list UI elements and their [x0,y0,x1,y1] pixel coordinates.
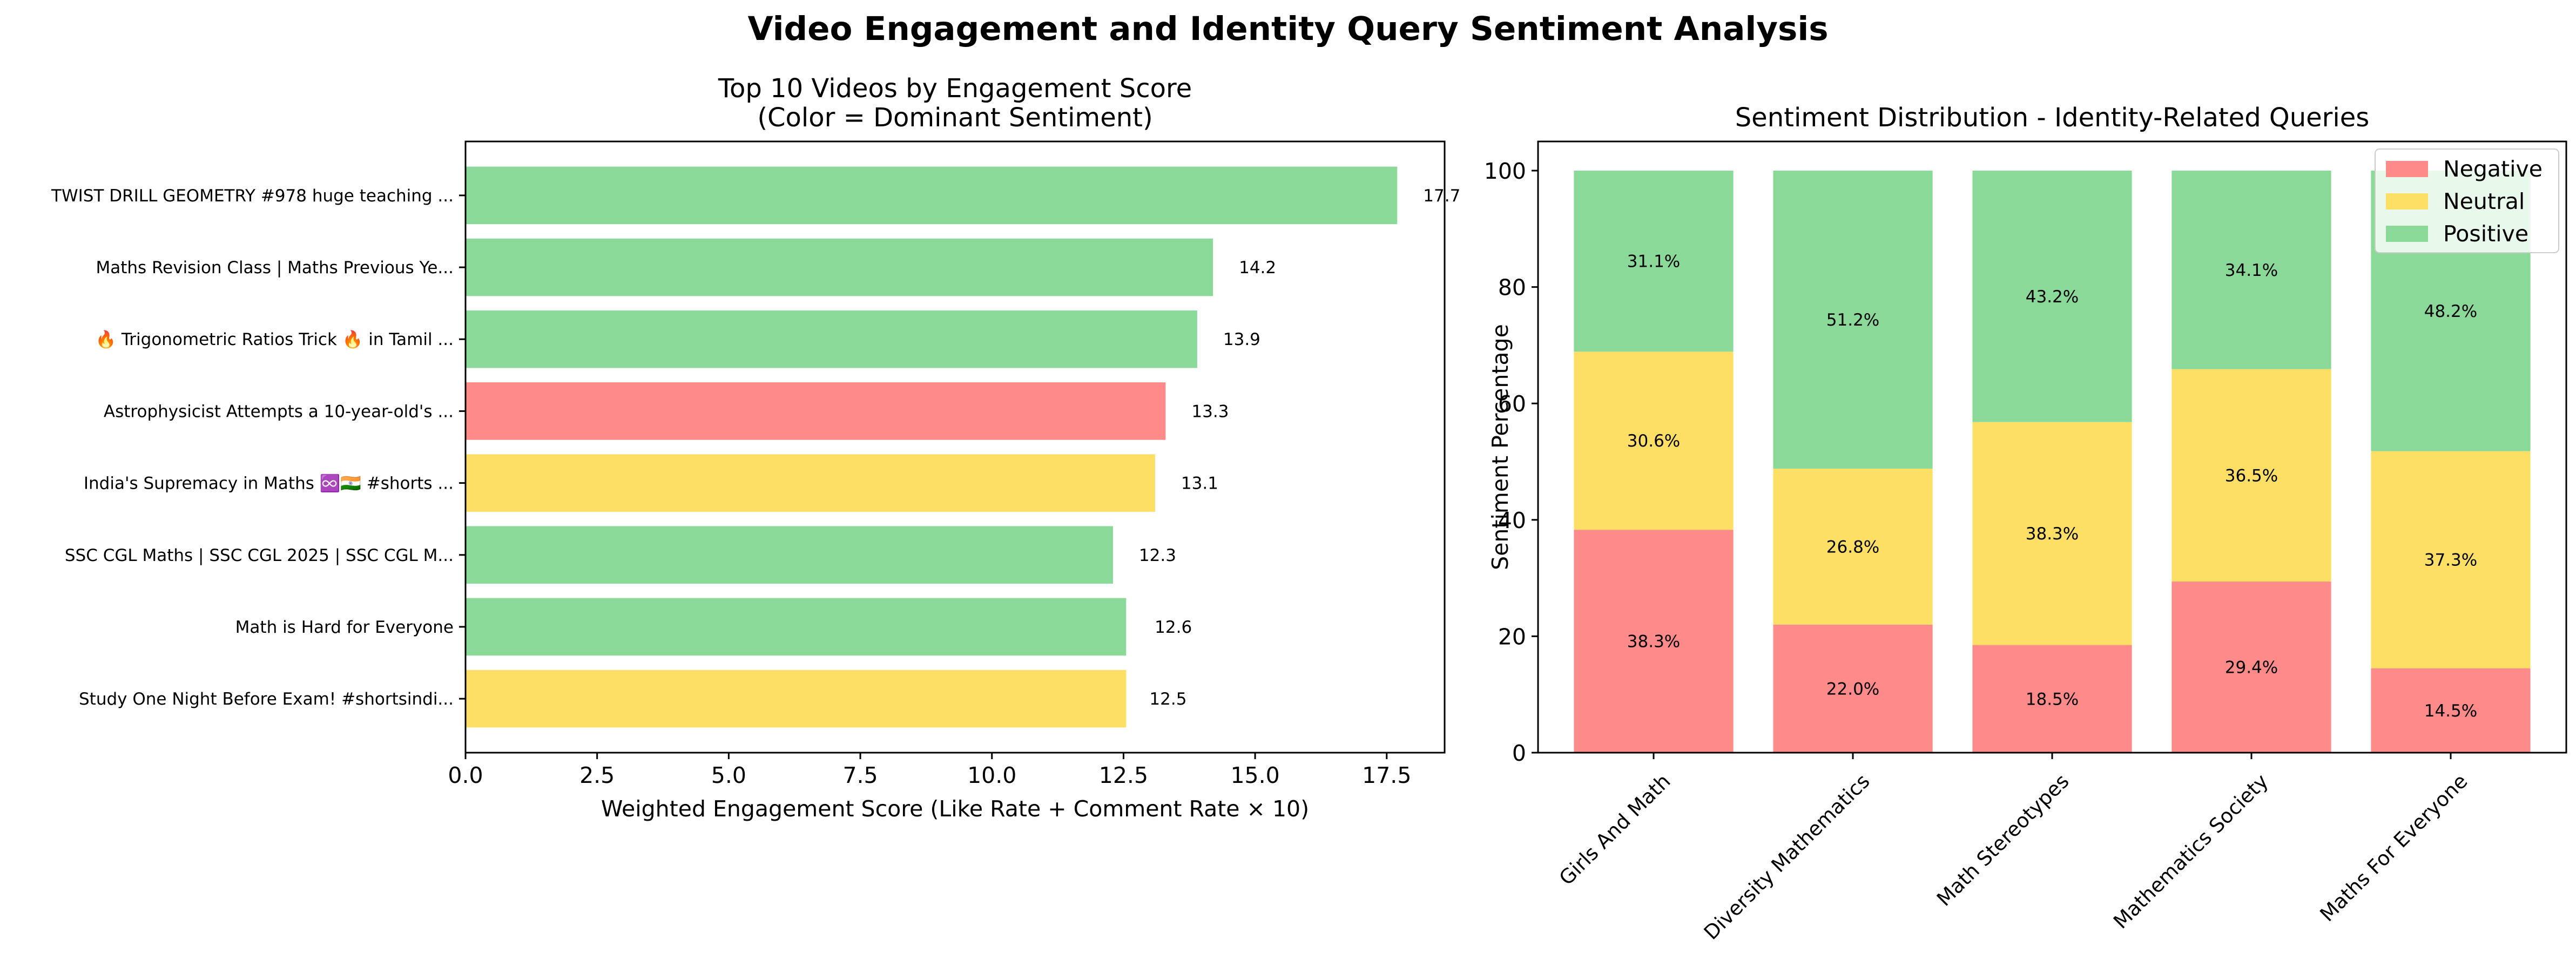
sentiment-segment-label: 31.1% [1627,252,1680,272]
engagement-value-label: 12.6 [1155,618,1192,637]
sentiment-segment-neutral [1574,351,1734,530]
engagement-value-label: 13.1 [1181,474,1218,493]
sentiment-chart: Sentiment Distribution - Identity-Relate… [1484,103,2567,944]
sentiment-segment-label: 18.5% [2026,689,2079,709]
sentiment-bars [1574,171,2531,753]
sentiment-plot-frame [1537,140,2567,754]
sentiment-segment-label: 48.2% [2424,302,2477,321]
engagement-category-label: Astrophysicist Attempts a 10-year-old's … [104,402,454,421]
engagement-bar [466,382,1166,440]
sentiment-segment-positive [2172,171,2331,369]
sentiment-segment-label: 37.3% [2424,551,2477,570]
engagement-x-tick-label: 10.0 [967,762,1016,788]
sentiment-segment-label: 34.1% [2225,261,2278,280]
sentiment-chart-title: Sentiment Distribution - Identity-Relate… [1735,103,2370,133]
engagement-x-axis-label: Weighted Engagement Score (Like Rate + C… [601,796,1309,822]
engagement-bar [466,238,1213,296]
sentiment-segment-labels: 38.3% 30.6% 31.1% 22.0% 26.8% 51.2% 18.5% 38.3%… [1627,252,2477,721]
sentiment-segment-positive [1773,171,1933,469]
sentiment-y-tick-label: 40 [1498,508,1526,533]
engagement-bar [466,526,1113,584]
sentiment-legend: Negative Neutral Positive [2375,148,2559,253]
engagement-value-label: 12.3 [1139,546,1176,565]
engagement-chart-title-line: Top 10 Videos by Engagement Score [718,73,1192,104]
engagement-value-label: 14.2 [1239,258,1276,278]
sentiment-x-tick-label: Mathematics Society [2109,769,2272,933]
engagement-category-label: India's Supremacy in Maths ♾️🇮🇳 #shorts … [84,474,454,493]
legend-swatch-neutral [2386,193,2428,209]
sentiment-segment-label: 36.5% [2225,466,2278,485]
sentiment-segment-neutral [2172,369,2331,582]
sentiment-y-ticks: 0 20 40 60 80 100 [1484,158,1538,766]
engagement-plot-frame [464,140,1446,754]
engagement-x-tick-label: 12.5 [1099,762,1148,788]
engagement-x-tick-label: 17.5 [1362,762,1411,788]
engagement-value-label: 12.5 [1149,689,1186,709]
engagement-bar [466,598,1127,656]
sentiment-x-tick-label: Math Stereotypes [1932,769,2073,910]
engagement-x-tick-label: 2.5 [579,762,615,788]
sentiment-segment-label: 43.2% [2026,287,2079,307]
sentiment-segment-positive [1972,171,2132,422]
sentiment-y-tick-label: 0 [1512,740,1526,766]
engagement-bar [466,670,1127,728]
figure-suptitle: Video Engagement and Identity Query Sent… [747,10,1829,48]
engagement-x-tick-label: 15.0 [1230,762,1279,788]
sentiment-segment-neutral [1773,468,1933,625]
sentiment-x-tick-label: Girls And Math [1555,769,1675,890]
engagement-bar [466,310,1197,368]
sentiment-x-tick-label: Maths For Everyone [2316,769,2472,926]
engagement-value-labels: 17.7 14.2 13.9 13.3 13.1 12.3 12.6 12.5 [1139,186,1460,709]
engagement-category-label: Math is Hard for Everyone [235,618,454,637]
engagement-value-label: 13.3 [1191,402,1229,421]
legend-label-negative: Negative [2443,156,2543,182]
sentiment-y-tick-label: 20 [1498,624,1526,650]
engagement-category-label: TWIST DRILL GEOMETRY #978 huge teaching … [51,186,454,206]
engagement-category-label: Study One Night Before Exam! #shortsindi… [79,689,454,709]
sentiment-segment-label: 30.6% [1627,431,1680,451]
sentiment-y-tick-label: 60 [1498,391,1526,417]
engagement-category-label: 🔥 Trigonometric Ratios Trick 🔥 in Tamil … [95,329,454,349]
engagement-category-label: SSC CGL Maths | SSC CGL 2025 | SSC CGL M… [65,546,454,565]
sentiment-segment-negative [1773,624,1933,753]
legend-label-positive: Positive [2443,221,2528,247]
engagement-value-label: 13.9 [1223,330,1260,349]
sentiment-y-tick-label: 80 [1498,275,1526,301]
sentiment-segment-positive [1574,171,1734,352]
engagement-category-label: Maths Revision Class | Maths Previous Ye… [96,258,454,278]
sentiment-segment-label: 51.2% [1826,310,1879,330]
sentiment-segment-negative [1972,645,2132,753]
engagement-chart: Top 10 Videos by Engagement Score (Color … [51,73,1460,822]
sentiment-segment-negative [2371,668,2531,753]
sentiment-y-tick-label: 100 [1484,158,1526,184]
engagement-x-tick-label: 0.0 [448,762,483,788]
engagement-bars [466,166,1398,728]
sentiment-segment-label: 26.8% [1826,537,1879,557]
sentiment-x-ticks: Girls And Math Diversity Mathematics Math … [1555,753,2472,944]
sentiment-segment-negative [1574,530,1734,753]
sentiment-segment-label: 38.3% [1627,632,1680,652]
sentiment-y-axis-label: Sentiment Percentage [1487,324,1513,570]
engagement-bar [466,454,1155,512]
engagement-x-tick-label: 7.5 [842,762,878,788]
sentiment-x-tick-label: Diversity Mathematics [1700,769,1874,944]
legend-swatch-positive [2386,226,2428,242]
sentiment-segment-label: 14.5% [2424,701,2477,721]
sentiment-segment-label: 22.0% [1826,679,1879,699]
legend-swatch-negative [2386,161,2428,177]
engagement-x-ticks: 0.0 2.5 5.0 7.5 10.0 12.5 15.0 17.5 [448,753,1411,788]
engagement-bar [466,166,1398,225]
engagement-chart-title-line: (Color = Dominant Sentiment) [757,103,1152,133]
engagement-x-tick-label: 5.0 [711,762,746,788]
sentiment-segment-label: 38.3% [2026,524,2079,544]
sentiment-segment-neutral [2371,451,2531,668]
sentiment-segment-negative [2172,582,2331,753]
engagement-value-label: 17.7 [1423,186,1460,206]
engagement-chart-title: Top 10 Videos by Engagement Score (Color … [718,73,1192,133]
sentiment-segment-label: 29.4% [2225,658,2278,678]
legend-label-neutral: Neutral [2443,188,2525,214]
sentiment-segment-neutral [1972,422,2132,645]
engagement-category-labels: TWIST DRILL GEOMETRY #978 huge teaching … [51,186,466,709]
